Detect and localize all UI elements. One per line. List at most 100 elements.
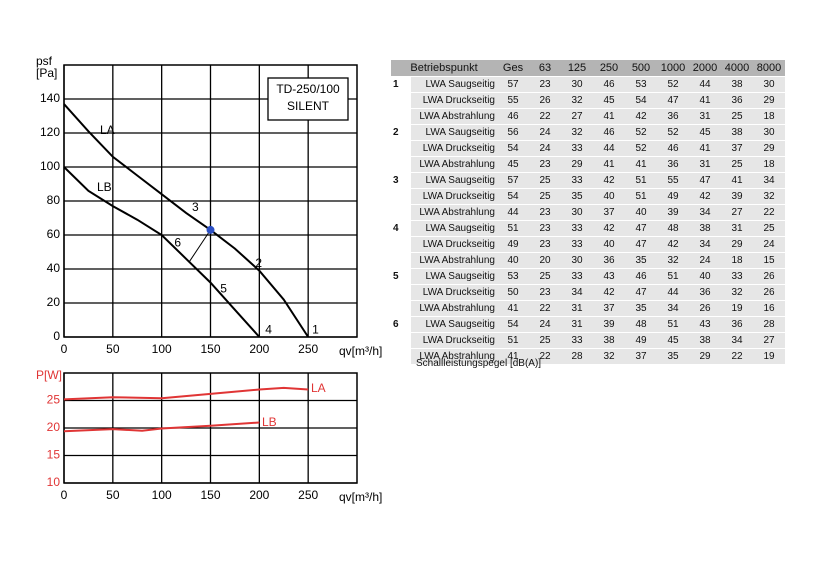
table-cell: 35 [625,300,657,317]
table-row: LWA Druckseitig 55 26 32 45 54 47 41 36 29 [391,92,785,109]
x-tick-label: 100 [152,342,172,356]
table-cell: 32 [561,92,593,109]
curve-label: LA [100,123,115,137]
table-row: LWA Abstrahlung 40 20 30 36 35 32 24 18 15 [391,252,785,269]
table-cell: 16 [753,300,785,317]
table-cell: 47 [625,220,657,237]
table-cell: 27 [721,204,753,221]
table-cell: 53 [625,76,657,93]
table-cell: LWA Saugseitig [411,268,497,285]
table-cell: Ges [497,60,529,77]
table-cell: 40 [689,268,721,285]
curve [63,166,261,338]
table-cell: LWA Druckseitig [411,188,497,205]
table-cell: 49 [625,332,657,349]
table-cell: 51 [497,332,529,349]
table-cell: 22 [529,300,561,317]
table-row: LWA Abstrahlung 41 22 28 32 37 35 29 22 19 [391,348,785,365]
table-cell: 40 [625,204,657,221]
x-tick-label: 150 [200,342,220,356]
table-row: LWA Abstrahlung 41 22 31 37 35 34 26 19 16 [391,300,785,317]
table-footer: Schallleistungspegel [dB(A)] [416,358,542,369]
table-cell: 36 [721,316,753,333]
table-cell: LWA Abstrahlung [411,348,497,365]
table-cell: 125 [561,60,593,77]
table-cell: LWA Druckseitig [411,332,497,349]
table-cell: 32 [721,284,753,301]
table-cell: 32 [657,252,689,269]
table-cell: 47 [625,236,657,253]
table-cell: 30 [561,204,593,221]
table-cell: 47 [625,284,657,301]
table-cell: 38 [721,124,753,141]
table-cell: 47 [689,172,721,189]
y-tick-label: 20 [47,295,61,309]
table-cell: 33 [561,332,593,349]
table-cell: 30 [561,76,593,93]
table-cell: 27 [561,108,593,125]
table-cell: 54 [625,92,657,109]
table-cell: 30 [561,252,593,269]
table-cell: 31 [689,156,721,173]
table-cell: 24 [529,316,561,333]
table-cell: 8000 [753,60,785,77]
table-cell: 25 [529,172,561,189]
table-row: 1 LWA Saugseitig 57 23 30 46 53 52 44 38 30 [391,76,785,93]
table-cell: 38 [689,332,721,349]
table-cell: LWA Saugseitig [411,76,497,93]
table-cell: LWA Saugseitig [411,220,497,237]
table-row: 3 LWA Saugseitig 57 25 33 42 51 55 47 41 34 [391,172,785,189]
table-cell: 35 [657,348,689,365]
table-cell: 23 [529,236,561,253]
table-cell [391,204,411,221]
y-tick-label: 15 [47,448,61,462]
table-cell: 41 [689,140,721,157]
table-cell: 19 [721,300,753,317]
table-cell [391,332,411,349]
table-cell: 38 [689,220,721,237]
curve-label: LB [97,180,112,194]
table-row: LWA Abstrahlung 44 23 30 37 40 39 34 27 22 [391,204,785,221]
table-cell: 37 [593,204,625,221]
table-row: 5 LWA Saugseitig 53 25 33 43 46 51 40 33 26 [391,268,785,285]
table-cell: LWA Abstrahlung [411,108,497,125]
table-cell: 51 [497,220,529,237]
table-cell: 38 [593,332,625,349]
curve-label: LA [311,381,326,395]
table-cell [391,348,411,365]
table-cell: LWA Druckseitig [411,140,497,157]
table-cell: 2 [391,124,411,141]
table-cell: 34 [689,204,721,221]
x-tick-label: 50 [106,488,120,502]
table-cell: LWA Druckseitig [411,284,497,301]
table-cell: 25 [529,332,561,349]
table-cell [391,108,411,125]
table-cell: 41 [497,300,529,317]
table-row: LWA Druckseitig 50 23 34 42 47 44 36 32 26 [391,284,785,301]
table-cell: 41 [497,348,529,365]
y-tick-label: 60 [47,227,61,241]
table-cell: 42 [593,172,625,189]
table-cell: 22 [529,348,561,365]
table-cell: 6 [391,316,411,333]
table-cell: Betriebspunkt [391,60,497,77]
table-cell: 48 [657,220,689,237]
table-cell: 23 [529,204,561,221]
table-cell: 55 [497,92,529,109]
table-cell: 18 [753,108,785,125]
table-cell: 51 [657,268,689,285]
table-row: LWA Druckseitig 54 25 35 40 51 49 42 39 32 [391,188,785,205]
table-cell: 26 [753,268,785,285]
table-cell: 40 [593,236,625,253]
table-cell: 37 [593,300,625,317]
x-tick-label: 50 [106,342,120,356]
table-cell: 1 [391,76,411,93]
curve-label: LB [262,415,277,429]
table-cell: 55 [657,172,689,189]
table-cell: 31 [721,220,753,237]
annotation: 6 [174,236,181,250]
table-cell: 34 [753,172,785,189]
table-row: 6 LWA Saugseitig 54 24 31 39 48 51 43 36 28 [391,316,785,333]
table-cell [391,300,411,317]
